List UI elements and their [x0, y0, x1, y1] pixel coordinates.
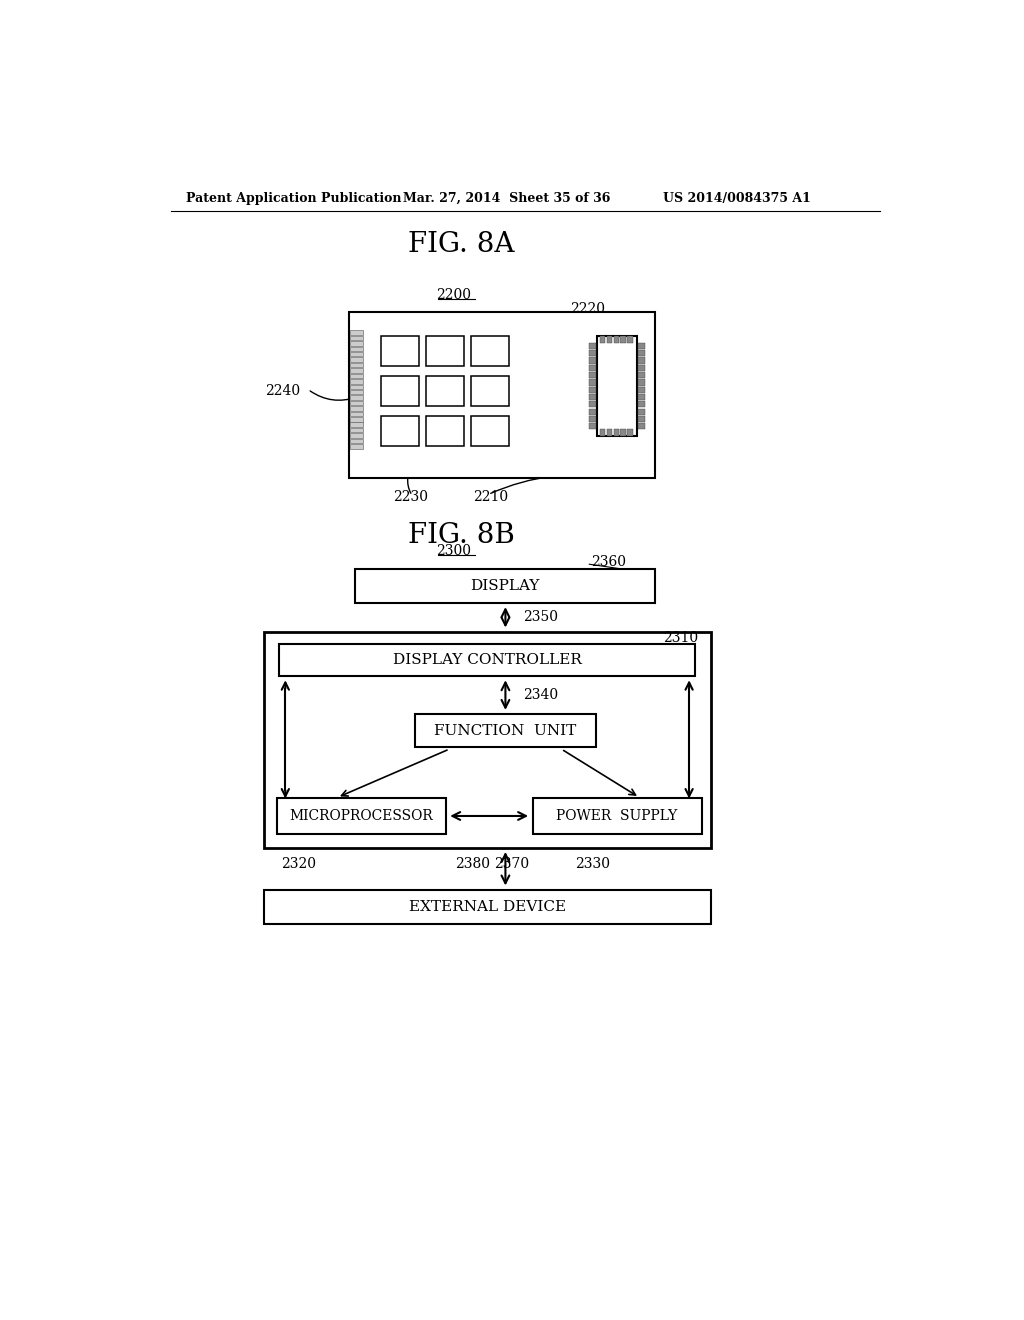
Text: 2350: 2350	[523, 610, 558, 624]
Bar	[350, 422, 362, 426]
Text: FUNCTION  UNIT: FUNCTION UNIT	[434, 723, 577, 738]
Bar	[600, 337, 605, 343]
Text: 2240: 2240	[265, 384, 301, 397]
Bar	[638, 343, 645, 348]
Bar	[589, 387, 596, 393]
Bar	[426, 376, 464, 407]
Bar	[589, 395, 596, 400]
Bar	[350, 389, 362, 395]
Text: 2300: 2300	[436, 544, 471, 558]
Bar	[532, 797, 701, 834]
Bar	[381, 416, 419, 446]
Bar	[589, 358, 596, 363]
Bar	[589, 364, 596, 371]
Text: 2360: 2360	[591, 554, 626, 569]
Bar	[350, 358, 362, 362]
Bar	[350, 347, 362, 351]
Bar	[349, 313, 655, 478]
Bar	[589, 343, 596, 348]
Text: Patent Application Publication: Patent Application Publication	[186, 191, 401, 205]
Text: EXTERNAL DEVICE: EXTERNAL DEVICE	[409, 900, 566, 913]
Bar	[426, 335, 464, 367]
Bar	[350, 352, 362, 356]
Bar	[426, 416, 464, 446]
Bar	[638, 350, 645, 356]
Bar	[589, 350, 596, 356]
Bar	[628, 429, 633, 436]
Bar	[381, 376, 419, 407]
Text: FIG. 8B: FIG. 8B	[408, 523, 515, 549]
Bar	[276, 797, 445, 834]
Bar	[621, 337, 626, 343]
Text: 2310: 2310	[663, 631, 698, 645]
Bar	[263, 890, 711, 924]
Bar	[350, 407, 362, 411]
Text: 2200: 2200	[436, 289, 471, 302]
Text: 2380: 2380	[455, 858, 489, 871]
Bar	[280, 644, 695, 676]
Text: 2370: 2370	[494, 858, 529, 871]
Bar	[350, 368, 362, 372]
Bar	[628, 337, 633, 343]
Bar	[607, 429, 612, 436]
Bar	[638, 395, 645, 400]
Text: Mar. 27, 2014  Sheet 35 of 36: Mar. 27, 2014 Sheet 35 of 36	[403, 191, 610, 205]
Bar	[471, 335, 509, 367]
Bar	[589, 372, 596, 379]
Bar	[613, 337, 618, 343]
Bar	[638, 358, 645, 363]
Bar	[263, 632, 711, 847]
Bar	[350, 374, 362, 378]
Bar	[350, 428, 362, 433]
Bar	[600, 429, 605, 436]
Bar	[350, 384, 362, 389]
Bar	[613, 429, 618, 436]
Text: MICROPROCESSOR: MICROPROCESSOR	[290, 809, 433, 822]
Bar	[589, 424, 596, 429]
Bar	[589, 379, 596, 385]
Bar	[589, 416, 596, 422]
Bar	[638, 416, 645, 422]
Bar	[350, 396, 362, 400]
Bar	[638, 424, 645, 429]
Bar	[471, 416, 509, 446]
Text: DISPLAY: DISPLAY	[470, 578, 540, 593]
Bar	[350, 433, 362, 438]
Text: 2230: 2230	[393, 490, 428, 504]
Bar	[638, 387, 645, 393]
Bar	[381, 335, 419, 367]
Bar	[350, 412, 362, 416]
Bar	[355, 569, 655, 603]
Text: 2330: 2330	[575, 858, 610, 871]
Bar	[415, 714, 596, 747]
Bar	[350, 401, 362, 405]
Bar	[350, 379, 362, 384]
Bar	[350, 341, 362, 346]
Bar	[350, 330, 362, 335]
Bar	[471, 376, 509, 407]
Bar	[589, 401, 596, 408]
Bar	[607, 337, 612, 343]
Text: DISPLAY CONTROLLER: DISPLAY CONTROLLER	[393, 652, 582, 667]
Bar	[621, 429, 626, 436]
Bar	[350, 438, 362, 444]
Bar	[597, 335, 637, 436]
Text: POWER  SUPPLY: POWER SUPPLY	[556, 809, 678, 822]
Bar	[638, 379, 645, 385]
Text: FIG. 8A: FIG. 8A	[408, 231, 514, 259]
Text: US 2014/0084375 A1: US 2014/0084375 A1	[663, 191, 811, 205]
Text: 2340: 2340	[523, 688, 558, 702]
Bar	[350, 363, 362, 367]
Bar	[638, 364, 645, 371]
Bar	[350, 417, 362, 421]
Text: 2320: 2320	[281, 858, 316, 871]
Text: 2210: 2210	[473, 490, 508, 504]
Bar	[350, 445, 362, 449]
Bar	[589, 409, 596, 414]
Bar	[350, 335, 362, 341]
Bar	[638, 372, 645, 379]
Text: 2220: 2220	[569, 301, 605, 315]
Bar	[638, 401, 645, 408]
Bar	[638, 409, 645, 414]
